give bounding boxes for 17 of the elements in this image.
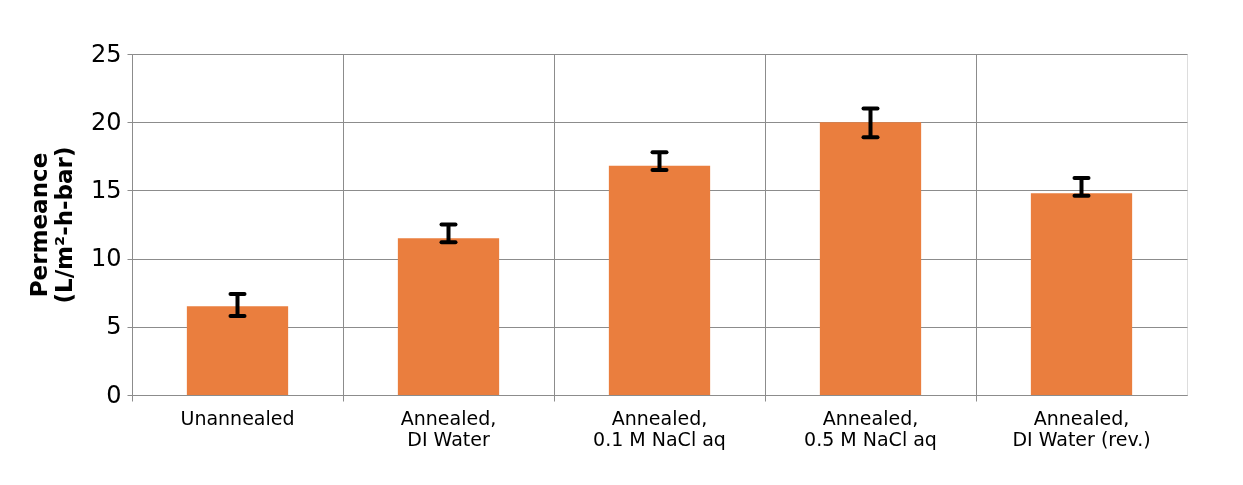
x-tick-label: Annealed, 0.1 M NaCl aq bbox=[593, 406, 726, 450]
x-tick-label: Annealed, 0.5 M NaCl aq bbox=[804, 406, 937, 450]
y-tick-label: 20 bbox=[90, 107, 122, 136]
x-tick-label: Annealed, DI Water bbox=[400, 406, 497, 450]
y-axis-title: Permeance (L/m²-h-bar) bbox=[25, 146, 77, 304]
bar bbox=[397, 238, 500, 395]
bar bbox=[608, 165, 711, 395]
y-tick-label: 5 bbox=[106, 312, 122, 341]
bar bbox=[186, 306, 289, 395]
y-tick-label: 0 bbox=[106, 380, 122, 409]
bar bbox=[819, 122, 922, 395]
x-tick-label: Annealed, DI Water (rev.) bbox=[1012, 406, 1151, 450]
x-tick-label: Unannealed bbox=[180, 406, 295, 429]
y-tick-label: 25 bbox=[90, 39, 122, 68]
y-tick-label: 10 bbox=[90, 244, 122, 273]
y-tick-label: 15 bbox=[90, 175, 122, 204]
bar bbox=[1030, 193, 1133, 395]
